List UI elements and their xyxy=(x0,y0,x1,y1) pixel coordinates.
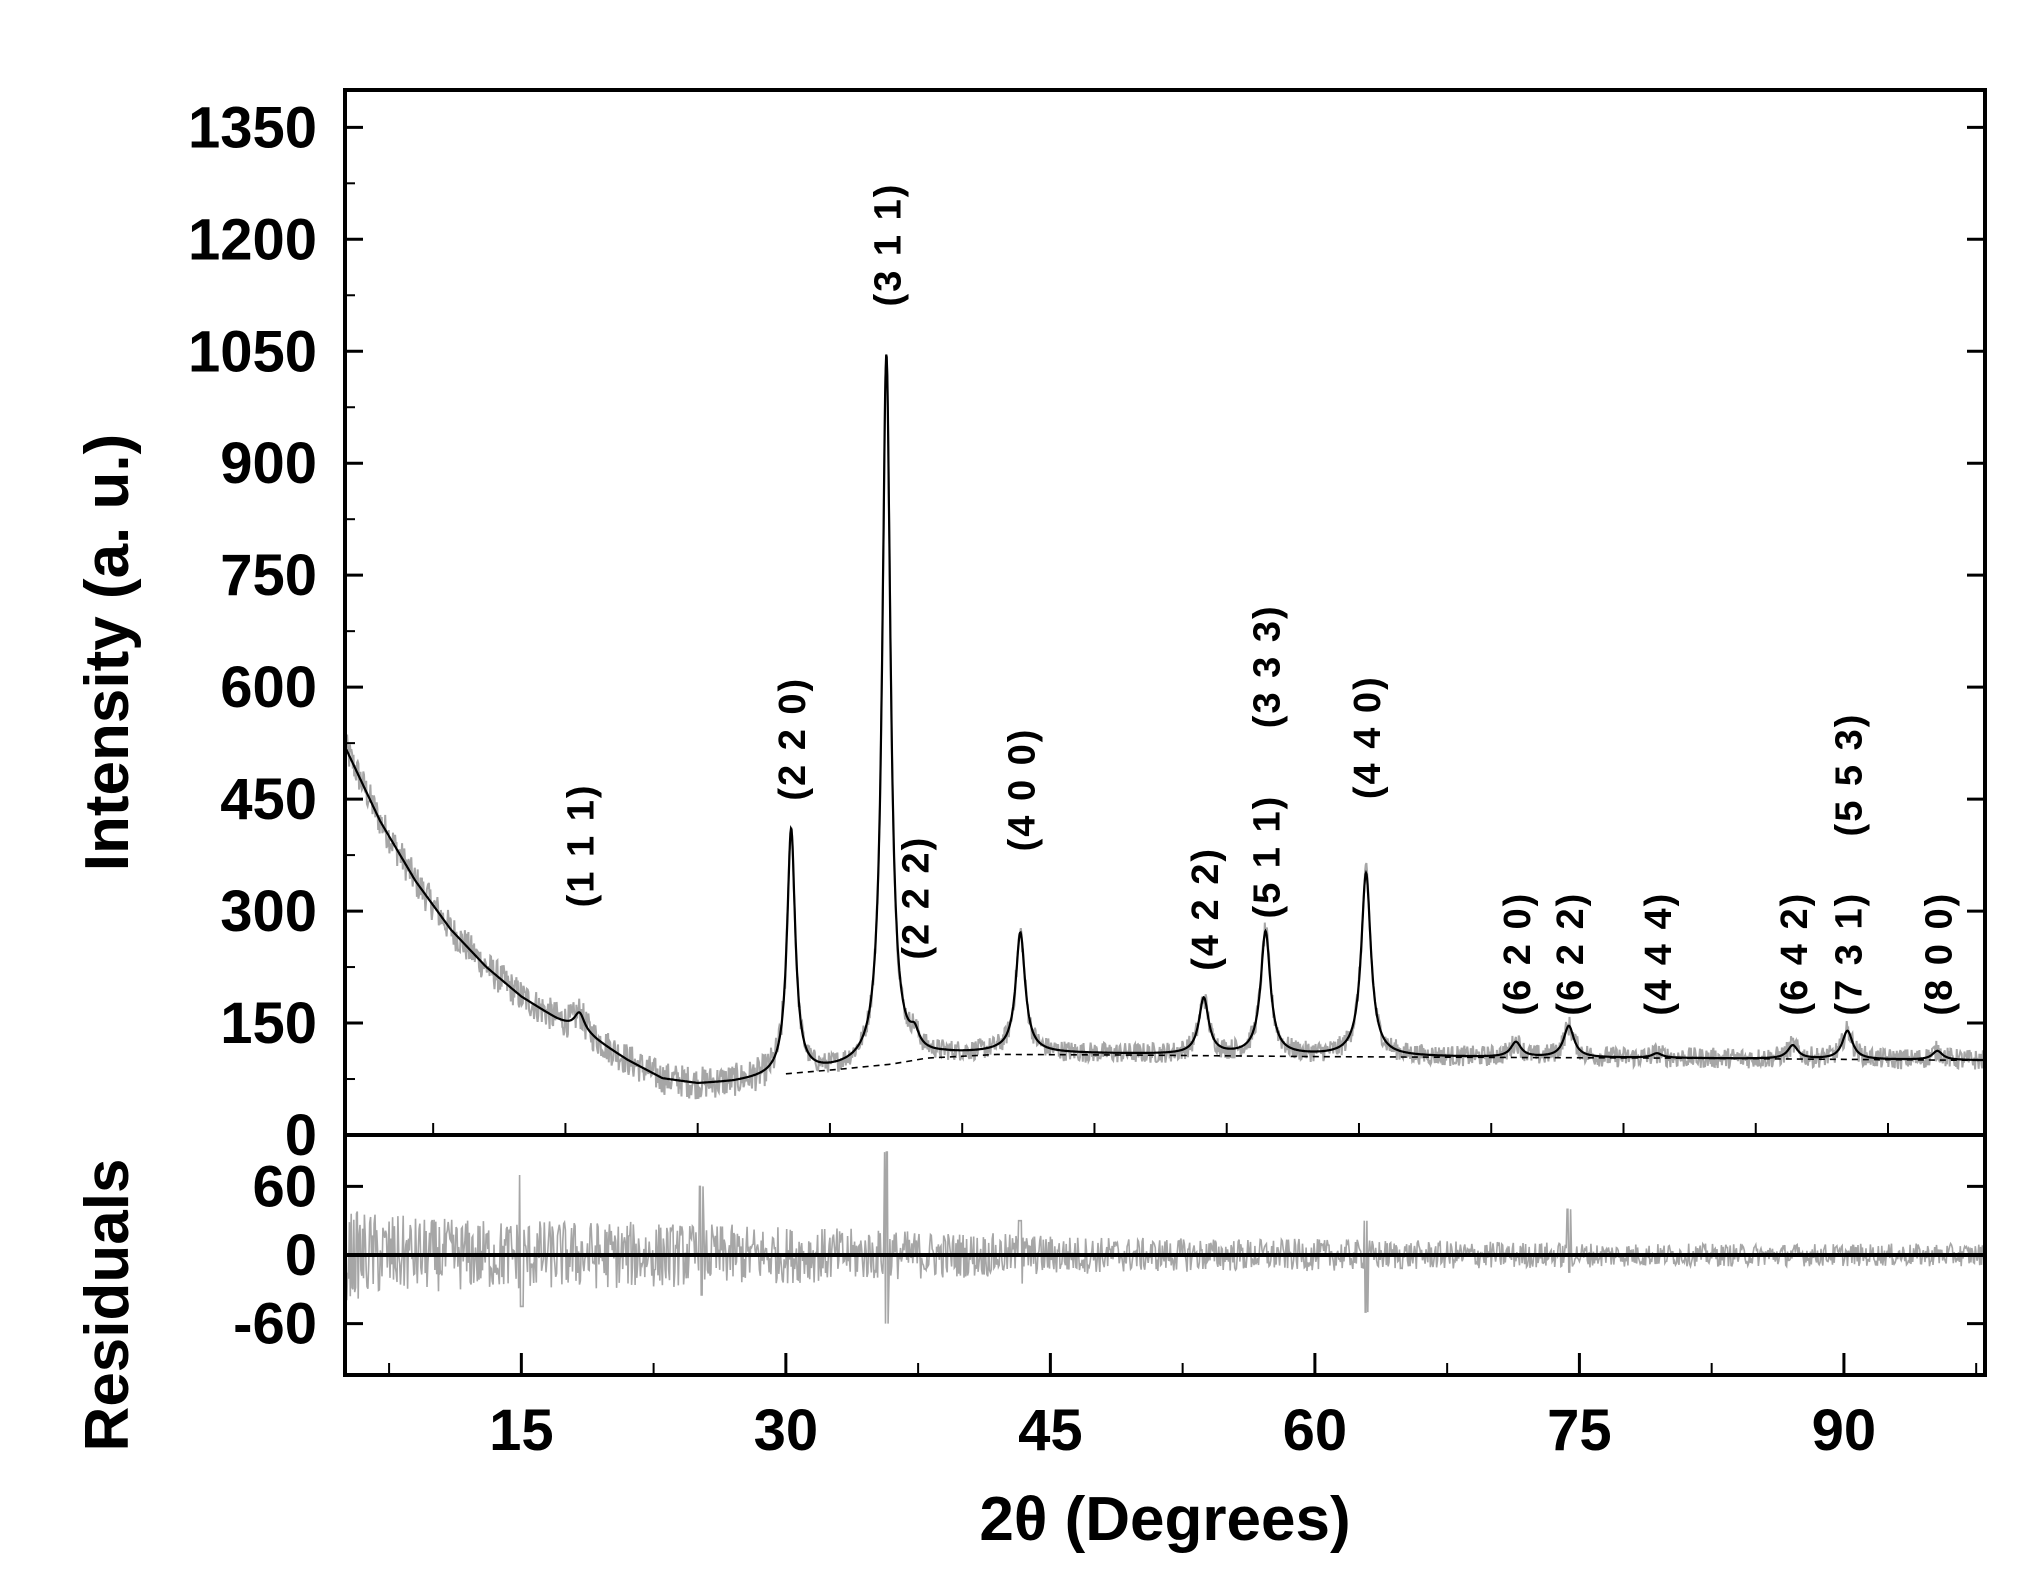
peak-label: (7 3 1) xyxy=(1828,892,1870,1016)
peak-label: (8 0 0) xyxy=(1918,892,1960,1016)
x-tick-label: 60 xyxy=(1283,1398,1348,1463)
main-plot-panel: (1 1 1) (2 2 0) (3 1 1) (2 2 2) (4 0 0) (4 2 … xyxy=(188,88,1987,1168)
residual-y-tick-label: -60 xyxy=(233,1292,317,1357)
peak-label: (6 2 2) xyxy=(1550,892,1592,1016)
y-tick-label: 450 xyxy=(220,767,317,832)
y-tick-label: 600 xyxy=(220,655,317,720)
observed-pattern-line xyxy=(344,355,1986,1100)
main-plot-frame xyxy=(343,88,1987,1137)
residual-series-group xyxy=(344,1151,1986,1324)
residuals-line xyxy=(344,1151,1986,1324)
peak-label: (2 2 2) xyxy=(896,836,938,960)
main-ticks: 0 150 300 450 600 750 900 1050 1200 1350 xyxy=(188,95,1985,1168)
peak-label: (5 1 1) xyxy=(1247,795,1289,919)
x-tick-label: 90 xyxy=(1812,1398,1877,1463)
peak-labels: (1 1 1) (2 2 0) (3 1 1) (2 2 2) (4 0 0) (4 2 … xyxy=(561,183,1961,1016)
y-tick-label: 0 xyxy=(285,1103,317,1168)
peak-label: (4 4 4) xyxy=(1638,892,1680,1016)
y-tick-label: 750 xyxy=(220,543,317,608)
residual-y-tick-label: 0 xyxy=(285,1223,317,1288)
x-tick-label: 75 xyxy=(1547,1398,1612,1463)
fitted-pattern-line xyxy=(343,354,1985,1084)
y-tick-label: 1350 xyxy=(188,95,317,160)
background-dashed-line xyxy=(785,1053,1986,1075)
peak-label: (2 2 0) xyxy=(772,677,814,801)
peak-label: (3 3 3) xyxy=(1247,604,1289,728)
residual-y-tick-label: 60 xyxy=(252,1154,317,1219)
y-tick-label: 1200 xyxy=(188,207,317,272)
main-y-axis-title: Intensity (a. u.) xyxy=(73,434,142,871)
peak-label: (5 5 3) xyxy=(1828,713,1870,837)
y-tick-label: 300 xyxy=(220,879,317,944)
peak-label: (3 1 1) xyxy=(867,183,909,307)
peak-label: (6 4 2) xyxy=(1774,892,1816,1016)
y-tick-label: 150 xyxy=(220,991,317,1056)
peak-label: (4 2 2) xyxy=(1185,847,1227,971)
peak-label: (4 0 0) xyxy=(1001,728,1043,852)
x-tick-label: 45 xyxy=(1018,1398,1083,1463)
y-tick-label: 900 xyxy=(220,431,317,496)
peak-label: (6 2 0) xyxy=(1497,892,1539,1016)
peak-label: (1 1 1) xyxy=(561,784,603,908)
x-tick-label: 30 xyxy=(754,1398,819,1463)
main-series-group xyxy=(343,354,1986,1100)
x-tick-label: 15 xyxy=(489,1398,554,1463)
peak-label: (4 4 0) xyxy=(1347,675,1389,799)
y-tick-label: 1050 xyxy=(188,319,317,384)
x-axis-title: 2θ (Degrees) xyxy=(979,1485,1350,1554)
residuals-y-axis-title: Residuals xyxy=(73,1159,142,1452)
